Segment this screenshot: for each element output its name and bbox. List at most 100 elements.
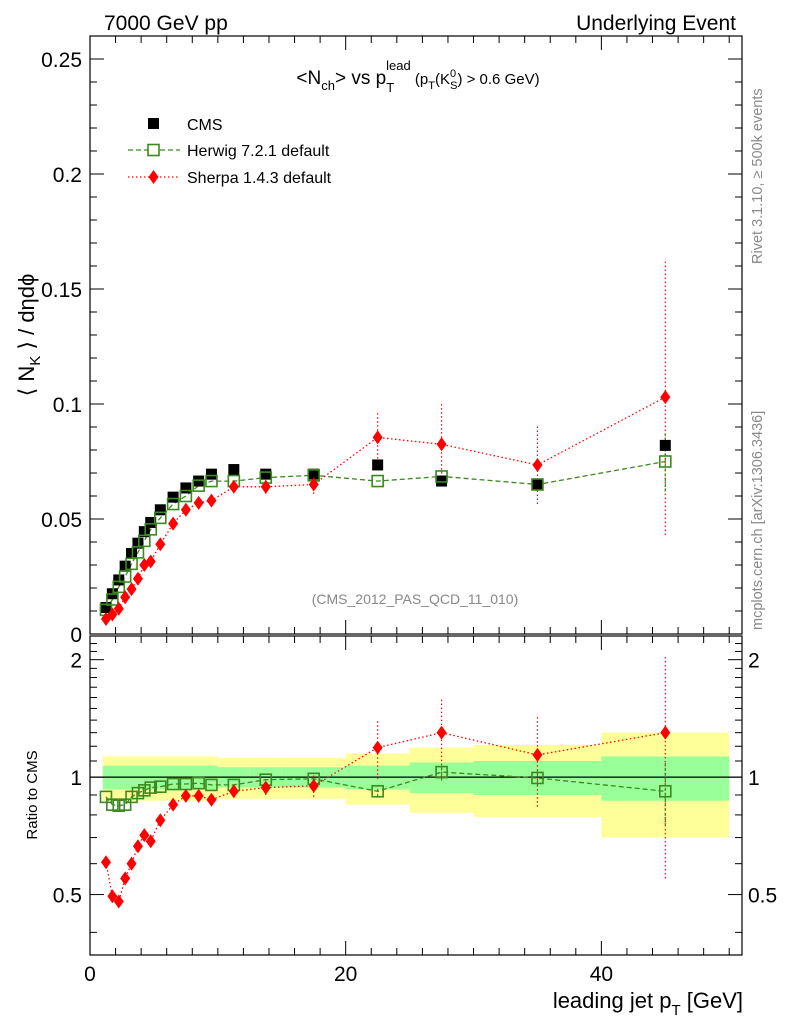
sherpa-ratio-point xyxy=(228,784,239,799)
ylabel-part: K xyxy=(27,356,44,366)
title-part: T xyxy=(386,80,394,95)
cms-point xyxy=(205,468,217,480)
sherpa-point xyxy=(206,493,217,508)
legend-entry-herwig: Herwig 7.2.1 default xyxy=(128,143,330,160)
sherpa-ratio-point xyxy=(532,747,543,762)
sherpa-line xyxy=(105,396,666,620)
sherpa-ratio-point xyxy=(260,780,271,795)
title-part: (p xyxy=(411,71,429,88)
cms-point xyxy=(260,468,272,480)
sherpa-ratio-point xyxy=(155,813,166,828)
y-tick-label: 0.1 xyxy=(53,394,82,417)
herwig-point xyxy=(205,474,218,488)
herwig-ratio-point xyxy=(106,798,119,811)
herwig-point xyxy=(371,474,384,488)
herwig-point xyxy=(166,497,180,511)
x-tick-label: 0 xyxy=(84,963,96,986)
ratio-y-tick-label: 0.5 xyxy=(53,885,82,908)
sherpa-point xyxy=(107,607,118,622)
sherpa-ratio-point xyxy=(126,856,137,871)
ratio-panel: 0.5 0.51 12 20 20 40 Ratio to CMS leading jet… xyxy=(24,635,777,1019)
legend-label-herwig: Herwig 7.2.1 default xyxy=(187,143,330,160)
herwig-ratio-point xyxy=(144,781,158,794)
y-tick-label: 0.2 xyxy=(53,164,82,187)
legend-marker-herwig xyxy=(147,143,160,157)
main-plot-marks xyxy=(99,259,672,627)
x-tick-label: 20 xyxy=(334,963,357,986)
sherpa-point xyxy=(228,479,239,494)
y-axis-label: ⟨ NK ⟩ / dηdϕ xyxy=(14,274,44,397)
cms-point xyxy=(126,548,138,559)
header-right-label: Underlying Event xyxy=(576,12,736,35)
herwig-ratio-point xyxy=(154,780,167,794)
sherpa-point xyxy=(132,571,143,586)
herwig-ratio-point xyxy=(125,790,138,804)
ratio-y-tick-label-right: 0.5 xyxy=(748,885,777,908)
title-part: > vs p xyxy=(335,68,386,89)
title-part: ch xyxy=(321,78,335,93)
cms-point xyxy=(113,574,125,586)
cms-point xyxy=(308,468,320,480)
cms-point xyxy=(100,602,112,614)
herwig-point xyxy=(179,489,193,503)
herwig-ratio-point xyxy=(138,784,151,797)
sherpa-point xyxy=(532,457,543,472)
sherpa-point xyxy=(372,430,383,445)
main-axes: 0 0.05 0.1 0.15 0.2 0.25 xyxy=(41,35,742,647)
sherpa-point xyxy=(660,390,671,405)
cms-point xyxy=(154,504,166,516)
title-part: ) > 0.6 GeV) xyxy=(457,71,539,88)
cms-point xyxy=(659,439,671,451)
herwig-point xyxy=(435,470,448,483)
title-part: T xyxy=(428,80,435,92)
sherpa-ratio-point xyxy=(120,871,131,886)
legend-label-cms: CMS xyxy=(187,117,223,134)
sherpa-ratio-point xyxy=(660,725,671,740)
sherpa-ratio-point xyxy=(372,740,383,755)
herwig-ratio-point xyxy=(118,798,132,811)
herwig-ratio-line xyxy=(105,771,666,807)
cms-point xyxy=(193,475,205,487)
cms-point xyxy=(119,560,131,572)
sherpa-point xyxy=(436,437,447,452)
cms-point xyxy=(436,475,448,487)
cms-point xyxy=(167,491,179,503)
main-panel: 00.050.10.150.20.25 <Nch> vs pTlead (pT(… xyxy=(14,35,743,647)
sherpa-ratio-point xyxy=(308,778,319,793)
cms-point xyxy=(180,482,192,494)
cms-point xyxy=(372,459,384,471)
ratio-plot-marks xyxy=(90,655,742,909)
legend-marker-cms xyxy=(148,118,159,129)
sherpa-point xyxy=(308,477,319,492)
ratio-y-axis-label: Ratio to CMS xyxy=(24,750,41,839)
herwig-ratio-point xyxy=(531,771,544,785)
legend-marker-sherpa xyxy=(148,170,159,184)
sherpa-ratio-point xyxy=(113,894,124,909)
herwig-ratio-point xyxy=(658,784,672,798)
ratio-y-tick-label-right: 1 xyxy=(748,767,760,790)
legend: CMS Herwig 7.2.1 default Sherpa 1.4.3 de… xyxy=(128,117,332,187)
herwig-point xyxy=(106,593,119,606)
xlabel-part: leading jet p xyxy=(553,988,672,1013)
sherpa-ratio-point xyxy=(132,839,143,854)
cms-point xyxy=(145,516,157,528)
herwig-ratio-point xyxy=(131,786,145,800)
herwig-ratio-point xyxy=(112,799,126,812)
sherpa-point xyxy=(168,516,179,531)
herwig-point xyxy=(112,580,126,594)
ratio-frame xyxy=(89,635,743,956)
herwig-point xyxy=(658,455,672,468)
ratio-axes: 0.5 0.51 12 20 20 40 xyxy=(53,636,777,986)
x-axis-label: leading jet pT [GeV] xyxy=(553,988,743,1019)
sherpa-ratio-point xyxy=(139,828,150,843)
legend-entry-sherpa: Sherpa 1.4.3 default xyxy=(128,170,332,187)
herwig-ratio-point xyxy=(435,765,448,779)
ratio-y-tick-label: 1 xyxy=(70,767,82,790)
y-tick-label: 0.15 xyxy=(41,279,82,302)
y-tick-label: 0 xyxy=(70,624,82,647)
sherpa-ratio-point xyxy=(436,725,447,740)
herwig-ratio-point xyxy=(166,777,180,791)
sherpa-point xyxy=(113,601,124,616)
sherpa-point xyxy=(126,582,137,597)
